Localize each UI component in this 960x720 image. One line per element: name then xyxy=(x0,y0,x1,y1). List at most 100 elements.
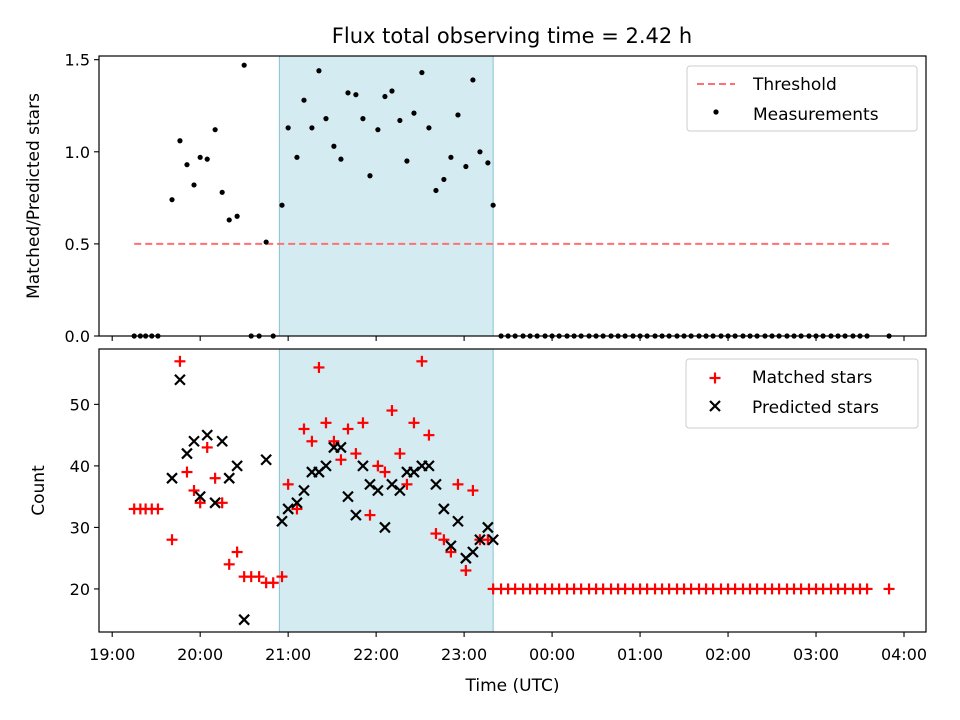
predicted-stars-point xyxy=(482,521,494,534)
ratio-x-axis xyxy=(111,336,905,341)
measurements-point xyxy=(177,138,183,144)
matched-stars-point xyxy=(291,503,303,515)
measurements-point xyxy=(360,116,366,122)
matched-stars-point xyxy=(350,448,362,460)
count-panel: 20 30 40 50 19:00 20:00 21:00 22:00 23:00 00:00 0… xyxy=(29,348,927,696)
measurements-point xyxy=(411,110,417,116)
measurements-point xyxy=(426,125,432,131)
predicted-stars-point xyxy=(209,497,221,509)
predicted-stars-point xyxy=(181,447,193,460)
matched-stars-point xyxy=(342,423,354,435)
matched-stars-point xyxy=(460,564,472,576)
predicted-stars-point xyxy=(438,503,450,515)
matched-stars-point xyxy=(408,417,420,429)
predicted-stars-point xyxy=(174,373,186,386)
y-tick-label: 0.5 xyxy=(65,235,90,254)
matched-stars-point xyxy=(482,534,494,546)
matched-stars-point xyxy=(188,485,200,496)
x-tick-label: 03:00 xyxy=(793,645,839,664)
matched-stars-point xyxy=(313,361,325,373)
predicted-stars-point xyxy=(238,613,250,626)
predicted-stars-point xyxy=(394,484,406,497)
matched-stars-point xyxy=(394,448,406,460)
matched-stars-point xyxy=(423,429,435,441)
matched-stars-point xyxy=(386,405,398,417)
predicted-stars-point xyxy=(445,540,457,552)
x-tick-label: 00:00 xyxy=(529,645,575,664)
x-tick-label: 19:00 xyxy=(89,645,135,664)
predicted-stars-point xyxy=(188,435,200,448)
predicted-stars-point xyxy=(231,460,243,472)
measurements-point xyxy=(433,187,439,194)
x-tick-label: 20:00 xyxy=(177,645,223,664)
x-tick-label: 04:00 xyxy=(881,645,927,664)
shaded-observing-span xyxy=(278,348,494,633)
y-tick-label: 30 xyxy=(70,518,90,537)
measurements-point xyxy=(184,162,190,168)
measurements-point xyxy=(294,154,300,160)
matched-stars-point xyxy=(194,497,206,509)
y-tick-label: 0.0 xyxy=(65,327,90,346)
predicted-stars-legend-swatch xyxy=(709,400,721,412)
ratio-y-axis: 0.0 0.5 1.0 1.5 xyxy=(65,51,99,346)
matched-stars-point xyxy=(372,460,384,472)
matched-stars-point xyxy=(306,435,318,447)
measurements-point xyxy=(204,156,210,162)
measurements-point xyxy=(419,69,425,76)
predicted-stars-point xyxy=(260,453,272,466)
matched-stars-point xyxy=(181,466,193,478)
measurements-point xyxy=(389,88,395,94)
measurements-point xyxy=(263,239,269,245)
x-axis-label: Time (UTC) xyxy=(465,676,560,696)
matched-stars-legend-label: Matched stars xyxy=(752,368,872,388)
x-tick-label: 21:00 xyxy=(265,645,311,664)
matched-stars-point xyxy=(379,466,391,478)
x-tick-label: 23:00 xyxy=(441,645,487,664)
ratio-legend: Threshold Measurements xyxy=(686,65,918,132)
predicted-stars-point xyxy=(223,472,235,484)
measurements-legend-swatch xyxy=(713,109,719,115)
measurements-point xyxy=(301,97,307,103)
y-tick-label: 50 xyxy=(70,395,90,414)
matched-stars-point xyxy=(166,534,178,546)
matched-stars-point xyxy=(861,583,873,595)
matched-stars-point xyxy=(174,355,186,367)
predicted-stars-point xyxy=(430,478,442,491)
matched-stars-point xyxy=(467,485,479,496)
measurements-point xyxy=(197,154,203,160)
measurements-point xyxy=(477,149,483,155)
matched-stars-point xyxy=(416,355,428,367)
predicted-stars-point xyxy=(474,533,486,546)
matched-stars-point xyxy=(267,577,279,589)
predicted-stars-point xyxy=(166,472,178,484)
measurements-point xyxy=(212,127,218,133)
x-tick-label: 02:00 xyxy=(705,645,751,664)
matched-stars-point xyxy=(357,417,369,429)
measurements-point xyxy=(323,116,329,122)
matched-stars-point xyxy=(401,478,413,490)
matched-stars-point xyxy=(883,583,895,595)
ratio-plot-frame xyxy=(98,55,927,337)
matched-stars-legend-swatch xyxy=(709,372,721,384)
matched-stars-point xyxy=(152,503,164,515)
matched-stars-point xyxy=(253,571,265,583)
measurements-point xyxy=(226,217,232,223)
predicted-stars-point xyxy=(386,478,398,491)
count-x-axis: 19:00 20:00 21:00 22:00 23:00 00:00 01:00 02:00… xyxy=(89,632,927,664)
y-tick-label: 20 xyxy=(70,580,90,599)
measurements-point xyxy=(316,68,322,74)
chart-title: Flux total observing time = 2.42 h xyxy=(332,24,692,48)
measurements-legend-label: Measurements xyxy=(753,105,879,125)
x-tick-label: 22:00 xyxy=(353,645,399,664)
predicted-stars-point xyxy=(335,441,347,454)
predicted-stars-point xyxy=(298,484,310,497)
count-plot-frame xyxy=(98,348,927,633)
ratio-panel: 0.0 0.5 1.0 1.5 Matched/Predicted stars Thr… xyxy=(24,51,927,346)
measurements-point xyxy=(234,213,240,219)
predicted-stars-point xyxy=(282,503,294,515)
matched-stars-point xyxy=(438,534,450,546)
predicted-stars-point xyxy=(291,497,303,509)
threshold-legend-label: Threshold xyxy=(752,75,837,95)
predicted-stars-point xyxy=(423,460,435,472)
y-tick-label: 1.5 xyxy=(65,51,90,70)
